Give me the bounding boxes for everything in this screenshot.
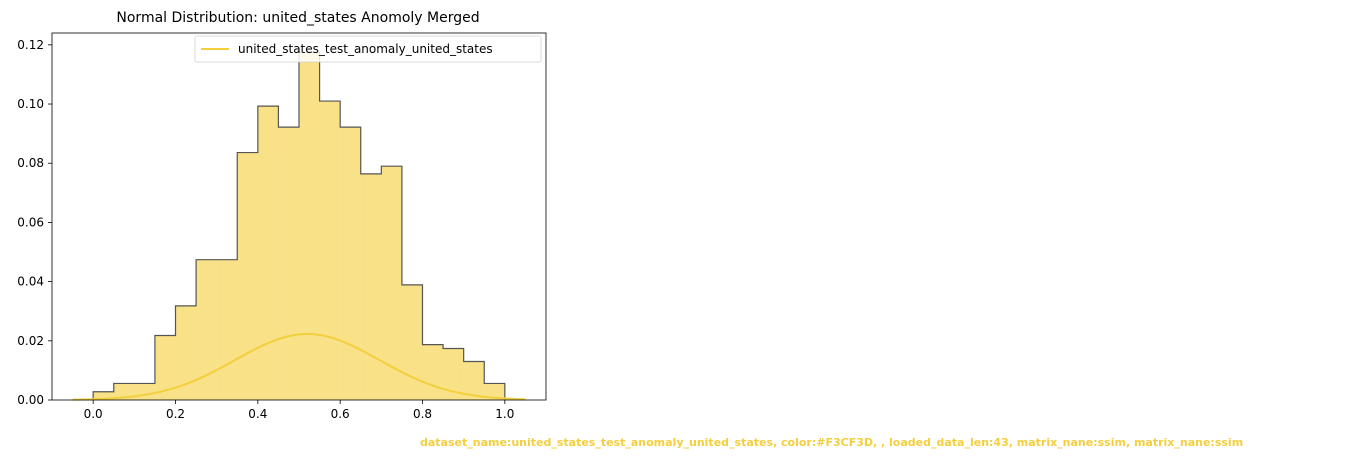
y-tick-label: 0.02 [17, 334, 44, 348]
histogram-bar [175, 305, 197, 400]
histogram-bar [360, 173, 382, 400]
histogram-bar [278, 127, 299, 401]
x-tick-label: 0.6 [331, 407, 350, 421]
x-tick-label: 0.8 [413, 407, 432, 421]
histogram-bar [340, 127, 361, 401]
histogram-bar [154, 335, 176, 400]
histogram-bar [319, 101, 341, 401]
dataset-info-footer: dataset_name:united_states_test_anomaly_… [420, 436, 1244, 449]
histogram-bar [422, 344, 444, 400]
y-axis-ticks: 0.00 0.02 0.04 0.06 0.08 0.10 0.12 [17, 38, 52, 407]
plot-frame [51, 32, 547, 401]
y-tick-label: 0.06 [17, 215, 44, 229]
legend: united_states_test_anomaly_united_states [194, 35, 542, 63]
normal-curve-line [72, 332, 526, 401]
chart-title: Normal Distribution: united_states Anomo… [116, 10, 479, 26]
x-tick-label: 1.0 [495, 407, 514, 421]
x-tick-label: 0.2 [166, 407, 185, 421]
legend-label: united_states_test_anomaly_united_states [238, 42, 493, 56]
y-tick-label: 0.00 [17, 393, 44, 407]
y-tick-label: 0.04 [17, 275, 44, 289]
y-tick-label: 0.10 [17, 97, 44, 111]
histogram-bar [113, 383, 135, 400]
histogram-bar [401, 284, 423, 400]
histogram-bar [381, 166, 402, 400]
histogram-bar [237, 152, 258, 400]
y-tick-label: 0.12 [17, 38, 44, 52]
x-tick-label: 0.0 [84, 407, 103, 421]
histogram-bar [93, 391, 114, 400]
histogram-bar [299, 52, 320, 400]
normal-curve [72, 332, 526, 401]
legend-box [194, 35, 542, 63]
histogram-bar [443, 348, 464, 400]
x-axis-ticks: 0.0 0.2 0.4 0.6 0.8 1.0 [84, 400, 514, 421]
histogram-bar [463, 361, 485, 400]
histogram-bar [196, 259, 217, 400]
histogram-bar [216, 259, 238, 400]
histogram-bar [257, 106, 279, 400]
y-tick-label: 0.08 [17, 156, 44, 170]
histogram-bar [484, 383, 505, 400]
histogram-bar [134, 383, 155, 400]
axes [51, 32, 547, 401]
x-tick-label: 0.4 [248, 407, 267, 421]
histogram [92, 51, 506, 401]
